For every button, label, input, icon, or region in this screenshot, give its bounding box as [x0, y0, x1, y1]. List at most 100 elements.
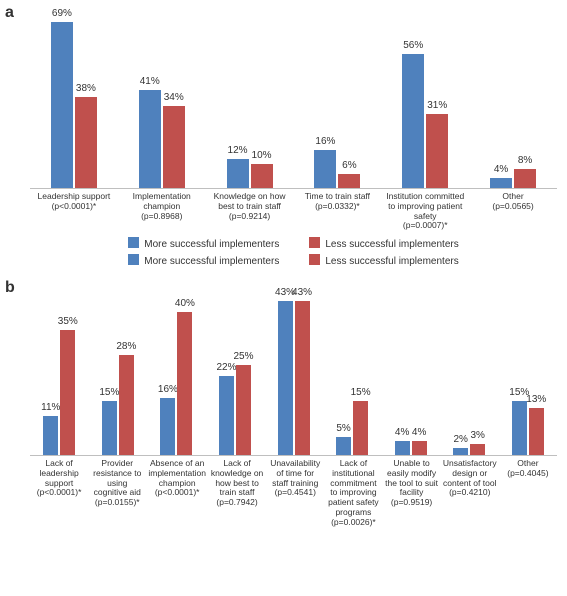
bar-less: 34%	[163, 106, 185, 188]
x-tick-name: Unsatisfactory design or content of tool	[443, 459, 497, 488]
panel-a-legend: More successful implementers Less success…	[30, 235, 557, 269]
bar-value: 6%	[342, 160, 356, 171]
bar-pair: 5%15%	[323, 401, 382, 455]
bar-value: 16%	[315, 136, 335, 147]
bar-value: 35%	[58, 316, 78, 327]
panel-a-chart: 69%38%41%34%12%10%16%6%56%31%4%8%	[30, 8, 557, 189]
legend-item: Less successful implementers	[309, 237, 458, 250]
category-group: 2%3%	[440, 444, 499, 455]
bar-value: 4%	[494, 164, 508, 175]
bar-pair: 11%35%	[30, 330, 89, 455]
category-group: 22%25%	[206, 365, 265, 455]
x-tick: Lack of leadership support(p<0.0001)*	[30, 459, 88, 527]
panel-b-label: b	[5, 279, 15, 297]
bar-less: 15%	[353, 401, 368, 455]
x-tick-pvalue: (p=0.9519)	[385, 498, 439, 508]
bar-less: 40%	[177, 312, 192, 455]
category-group: 41%34%	[118, 90, 206, 188]
bar-more: 4%	[395, 441, 410, 455]
bar-value: 56%	[403, 40, 423, 51]
bar-value: 41%	[140, 76, 160, 87]
legend-label: Less successful implementers	[325, 256, 458, 267]
x-tick-name: Implementation champion	[120, 192, 204, 212]
bar-pair: 16%40%	[147, 312, 206, 455]
x-tick: Institution committed to improving patie…	[381, 192, 469, 231]
legend-label: More successful implementers	[144, 256, 279, 267]
legend-swatch	[128, 254, 139, 265]
x-tick: Time to train staff(p=0.0332)*	[293, 192, 381, 231]
bar-value: 38%	[76, 83, 96, 94]
bar-pair: 4%8%	[469, 169, 557, 188]
bar-value: 8%	[518, 155, 532, 166]
x-tick: Lack of institutional commitment to impr…	[324, 459, 382, 527]
bar-value: 22%	[216, 362, 236, 373]
bar-more: 22%	[219, 376, 234, 455]
x-tick-name: Lack of knowledge on how best to train s…	[210, 459, 264, 498]
bar-pair: 15%13%	[499, 401, 558, 455]
bar-value: 10%	[252, 150, 272, 161]
bar-pair: 69%38%	[30, 22, 118, 188]
x-tick: Unsatisfactory design or content of tool…	[441, 459, 499, 527]
legend-swatch	[128, 237, 139, 248]
bar-less: 13%	[529, 408, 544, 455]
legend-item: More successful implementers	[128, 254, 279, 267]
x-tick: Implementation champion(p=0.8968)	[118, 192, 206, 231]
bar-less: 4%	[412, 441, 427, 455]
bar-pair: 4%4%	[381, 441, 440, 455]
bar-value: 25%	[233, 351, 253, 362]
x-tick-pvalue: (p=0.0026)*	[326, 518, 380, 528]
bar-pair: 2%3%	[440, 444, 499, 455]
bar-value: 5%	[336, 423, 350, 434]
x-tick: Other(p=0.4045)	[499, 459, 557, 527]
bar-pair: 15%28%	[89, 355, 148, 455]
bar-more: 69%	[51, 22, 73, 188]
bar-value: 12%	[228, 145, 248, 156]
bar-less: 31%	[426, 114, 448, 188]
x-tick-name: Lack of institutional commitment to impr…	[326, 459, 380, 518]
legend-item: Less successful implementers	[309, 254, 458, 267]
bar-pair: 56%31%	[381, 54, 469, 188]
category-group: 15%28%	[89, 355, 148, 455]
x-tick: Unable to easily modify the tool to suit…	[383, 459, 441, 527]
bar-less: 8%	[514, 169, 536, 188]
category-group: 4%8%	[469, 169, 557, 188]
bar-more: 4%	[490, 178, 512, 188]
bar-more: 16%	[160, 398, 175, 455]
bar-more: 11%	[43, 416, 58, 455]
x-tick-name: Provider resistance to using cognitive a…	[90, 459, 144, 498]
bar-value: 28%	[116, 341, 136, 352]
category-group: 16%40%	[147, 312, 206, 455]
x-tick: Lack of knowledge on how best to train s…	[208, 459, 266, 527]
category-group: 15%13%	[499, 401, 558, 455]
x-tick-name: Knowledge on how best to train staff	[208, 192, 292, 212]
bar-value: 69%	[52, 8, 72, 19]
legend-label: Less successful implementers	[325, 239, 458, 250]
category-group: 56%31%	[381, 54, 469, 188]
bar-less: 6%	[338, 174, 360, 188]
category-group: 43%43%	[264, 301, 323, 455]
x-tick: Unavailability of time for staff trainin…	[266, 459, 324, 527]
bar-value: 43%	[292, 287, 312, 298]
x-tick-name: Unavailability of time for staff trainin…	[268, 459, 322, 488]
x-tick-name: Unable to easily modify the tool to suit…	[385, 459, 439, 498]
category-group: 12%10%	[206, 159, 294, 188]
x-tick-pvalue: (p=0.7942)	[210, 498, 264, 508]
bar-more: 15%	[102, 401, 117, 455]
x-tick-pvalue: (p=0.0565)	[471, 202, 555, 212]
bar-value: 11%	[41, 402, 60, 413]
bar-pair: 41%34%	[118, 90, 206, 188]
panel-b-xlabels: Lack of leadership support(p<0.0001)*Pro…	[30, 456, 557, 527]
bar-less: 43%	[295, 301, 310, 455]
bar-pair: 16%6%	[293, 150, 381, 188]
panel-a-xlabels: Leadership support(p<0.0001)*Implementat…	[30, 189, 557, 231]
figure: a 69%38%41%34%12%10%16%6%56%31%4%8% Lead…	[0, 0, 567, 596]
x-tick-pvalue: (p=0.0155)*	[90, 498, 144, 508]
x-tick-pvalue: (p=0.8968)	[120, 212, 204, 222]
x-tick: Provider resistance to using cognitive a…	[88, 459, 146, 527]
legend-label: More successful implementers	[144, 239, 279, 250]
bar-more: 12%	[227, 159, 249, 188]
bar-value: 4%	[412, 427, 426, 438]
bar-value: 3%	[470, 430, 484, 441]
x-tick-pvalue: (p=0.4541)	[268, 488, 322, 498]
legend-item: More successful implementers	[128, 237, 279, 250]
